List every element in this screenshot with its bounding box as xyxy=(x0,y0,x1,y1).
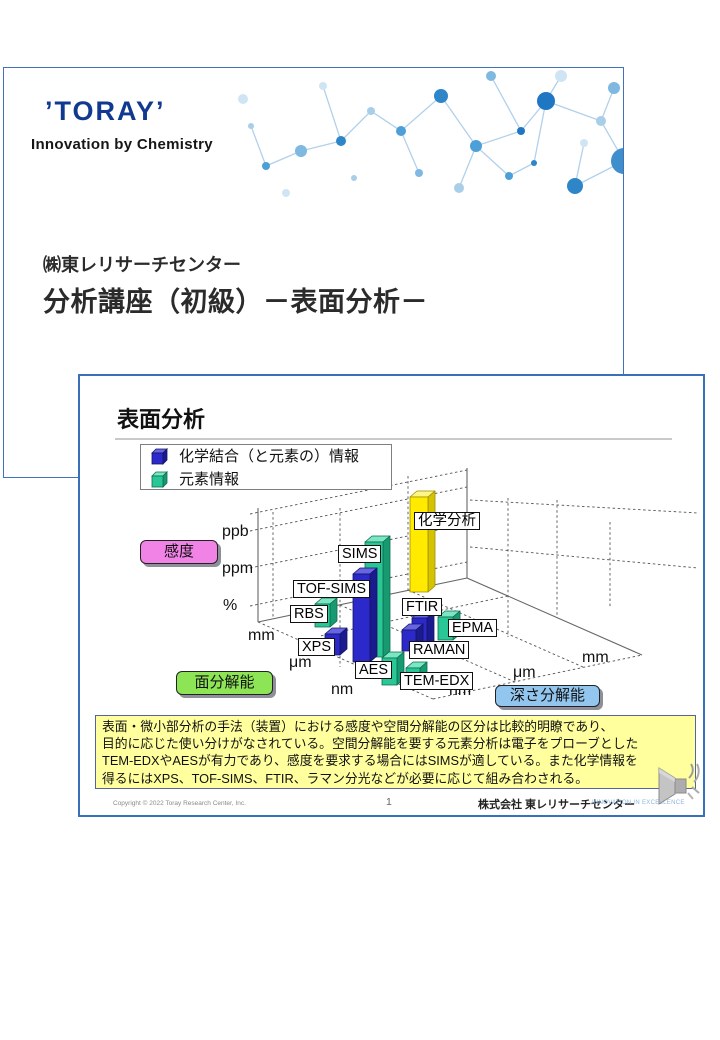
axis-tick-depth-um: μm xyxy=(513,664,536,681)
legend-label: 元素情報 xyxy=(179,471,240,488)
bar-chemical-analysis xyxy=(409,490,436,593)
axis-tick-lateral-um: μm xyxy=(289,654,312,671)
technique-label-raman: RAMAN xyxy=(409,641,470,659)
note-line: 表面・微小部分析の手法（装置）における感度や空間分解能の区分は比較的明瞭であり、 xyxy=(102,719,614,734)
technique-label-epma: EPMA xyxy=(448,619,498,637)
legend: 化学結合（と元素の）情報 元素情報 xyxy=(140,444,392,490)
toray-logo: ’TORAY’ xyxy=(45,96,166,126)
axis-name-depth-resolution-box: 深さ分解能 xyxy=(495,685,600,707)
technique-label-xps: XPS xyxy=(298,638,336,656)
axis-tick-lateral-mm: mm xyxy=(248,627,275,644)
note-line: 目的に応じた使い分けがなされている。空間分解能を要する元素分析は電子をプローブと… xyxy=(102,736,639,752)
axis-tick-percent: % xyxy=(223,597,238,614)
legend-label: 化学結合（と元素の）情報 xyxy=(179,448,360,465)
deck-title-block: ㈱東レリサーチセンター 分析講座（初級）－表面分析－ xyxy=(43,251,428,319)
axis-tick-ppm: ppm xyxy=(222,560,254,577)
axis-tick-lateral-nm: nm xyxy=(331,681,354,698)
page-number: 1 xyxy=(386,796,392,808)
footer-copyright: Copyright © 2022 Toray Research Center, … xyxy=(113,800,246,807)
legend-item: 元素情報 xyxy=(151,468,391,489)
axis-name-sensitivity-box: 感度 xyxy=(140,540,218,564)
technique-label-ftir: FTIR xyxy=(402,598,443,616)
axis-name-lateral-resolution-box: 面分解能 xyxy=(176,671,273,695)
slide-2-surface-analysis: 表面分析 xyxy=(78,374,705,817)
technique-label-tof-sims: TOF-SIMS xyxy=(293,580,371,598)
title-rule xyxy=(115,438,672,440)
slide-title: 表面分析 xyxy=(117,407,206,432)
note-box: 表面・微小部分析の手法（装置）における感度や空間分解能の区分は比較的明瞭であり、… xyxy=(95,715,696,789)
legend-cube-blue-icon xyxy=(151,447,168,465)
company-line: ㈱東レリサーチセンター xyxy=(43,255,241,275)
footer-logo: INNOVATION IN EXCELLENCE xyxy=(592,800,685,806)
technique-label-sims: SIMS xyxy=(338,545,382,563)
technique-label-aes: AES xyxy=(355,661,393,679)
legend-item: 化学結合（と元素の）情報 xyxy=(151,445,391,466)
toray-tagline: Innovation by Chemistry xyxy=(31,136,213,153)
audio-speaker-icon[interactable] xyxy=(656,762,702,806)
toray-logo-block: ’TORAY’ Innovation by Chemistry xyxy=(31,96,213,153)
molecule-network-graphic xyxy=(238,70,623,197)
note-line: TEM-EDXやAESが有力であり、感度を要求する場合にはSIMSが適している。… xyxy=(102,753,638,769)
axis-tick-depth-mm: mm xyxy=(582,649,609,666)
deck-title: 分析講座（初級）－表面分析－ xyxy=(43,287,428,317)
technique-label-tem-edx: TEM-EDX xyxy=(400,672,474,690)
axis-tick-ppb: ppb xyxy=(222,523,249,540)
technique-label-rbs: RBS xyxy=(290,605,328,623)
note-line: 得るにはXPS、TOF-SIMS、FTIR、ラマン分光などが必要に応じて組み合わ… xyxy=(102,770,589,786)
footer-company: 株式会社 東レリサーチセンター xyxy=(478,799,636,811)
technique-label-chemical-analysis: 化学分析 xyxy=(414,512,480,530)
legend-cube-teal-icon xyxy=(151,470,168,488)
